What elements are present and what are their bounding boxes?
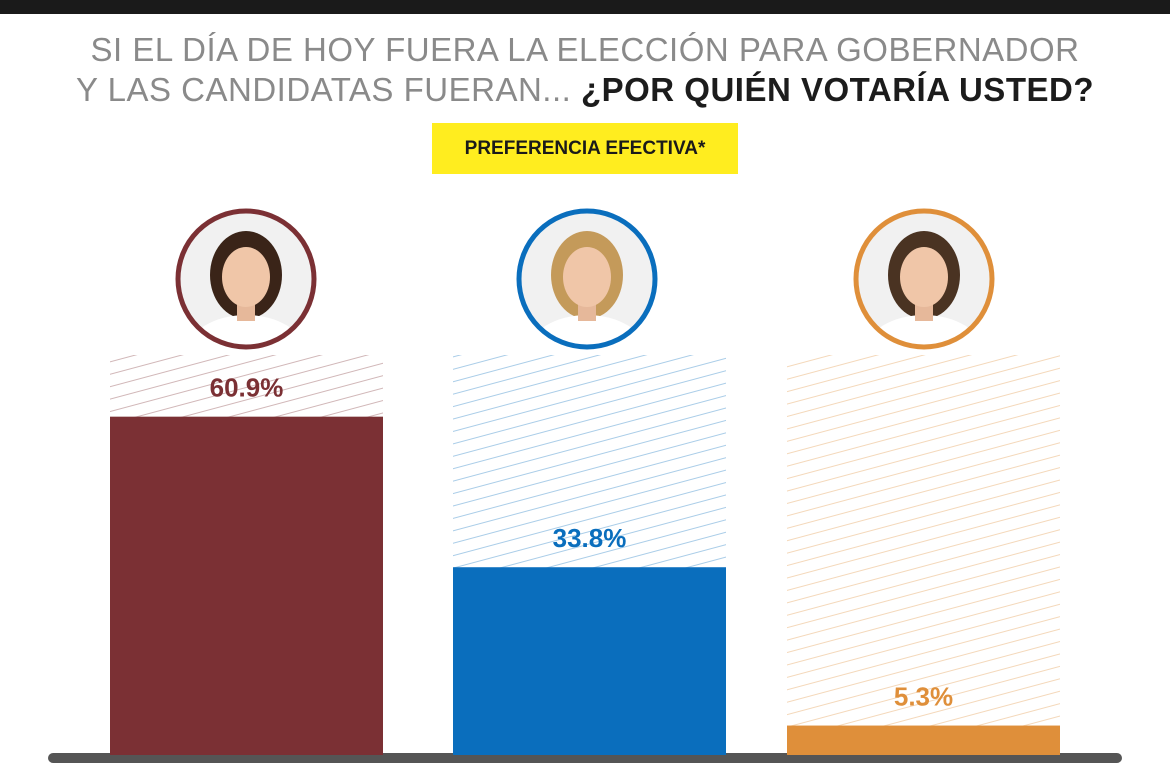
title-line-1: SI EL DÍA DE HOY FUERA LA ELECCIÓN PARA …	[90, 31, 1080, 68]
title-line-2: Y LAS CANDIDATAS FUERAN... ¿POR QUIÉN VO…	[0, 70, 1170, 110]
bar	[453, 567, 726, 755]
bar	[787, 725, 1060, 755]
candidate-portrait	[516, 208, 658, 350]
candidate-portrait	[853, 208, 995, 350]
chart-title: SI EL DÍA DE HOY FUERA LA ELECCIÓN PARA …	[0, 30, 1170, 110]
bar	[110, 416, 383, 755]
candidate-portrait	[175, 208, 317, 350]
title-line-2-regular: Y LAS CANDIDATAS FUERAN...	[76, 71, 581, 108]
top-bar	[0, 0, 1170, 14]
x-axis-baseline	[48, 753, 1122, 763]
data-label: 5.3%	[894, 682, 953, 712]
data-label: 33.8%	[553, 523, 627, 553]
data-label: 60.9%	[210, 373, 284, 403]
title-line-2-bold: ¿POR QUIÉN VOTARÍA USTED?	[580, 71, 1094, 108]
subtitle-badge: PREFERENCIA EFECTIVA*	[432, 123, 738, 174]
bar-background	[787, 355, 1060, 755]
